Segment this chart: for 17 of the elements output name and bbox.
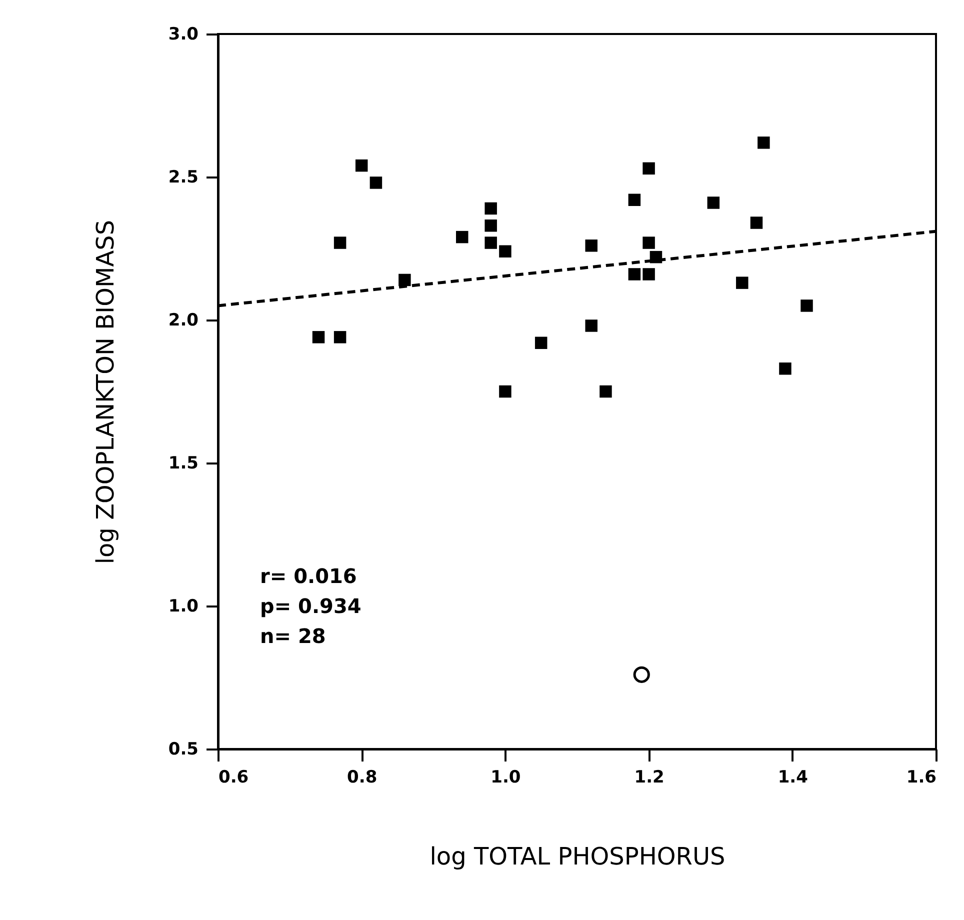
y-tick-label: 1.0 <box>168 596 199 616</box>
y-tick-label: 0.5 <box>168 740 198 760</box>
annotation: p= 0.934 <box>260 594 362 618</box>
annotation: r= 0.016 <box>260 564 357 588</box>
x-tick-label: 0.6 <box>218 768 249 788</box>
y-axis-title: log ZOOPLANKTON BIOMASS <box>91 220 120 564</box>
x-tick-label: 1.6 <box>906 768 936 788</box>
annotation: n= 28 <box>260 624 326 648</box>
y-tick-label: 2.5 <box>168 168 198 188</box>
y-tick-label: 3.0 <box>168 24 199 44</box>
x-tick-label: 1.0 <box>490 768 521 788</box>
x-tick-label: 1.4 <box>778 768 808 788</box>
y-tick-label: 1.5 <box>168 454 198 474</box>
x-tick-label: 0.8 <box>347 768 378 788</box>
x-axis-title: log TOTAL PHOSPHORUS <box>430 842 726 870</box>
x-tick-label: 1.2 <box>634 768 664 788</box>
y-tick-label: 2.0 <box>168 310 199 330</box>
